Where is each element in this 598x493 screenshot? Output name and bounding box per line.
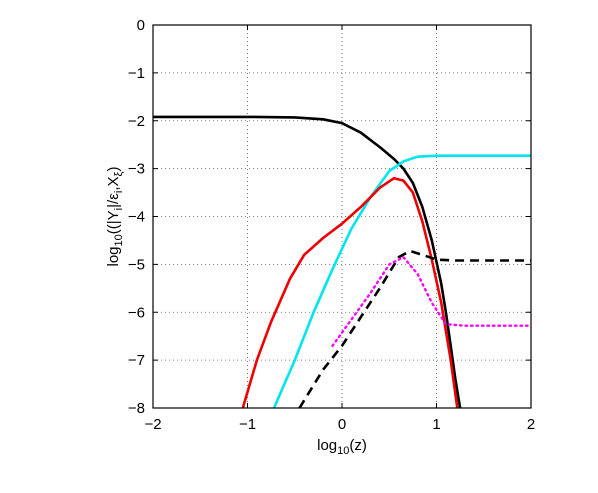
y-tick-labels: 0 −1 −2 −3 −4 −5 −6 −7 −8 bbox=[128, 17, 145, 417]
x-tick-label: −2 bbox=[144, 416, 161, 433]
x-tick-label: 0 bbox=[338, 416, 346, 433]
y-tick-label: −3 bbox=[128, 161, 145, 178]
x-tick-labels: −2 −1 0 1 2 bbox=[144, 416, 535, 433]
y-tick-label: −7 bbox=[128, 352, 145, 369]
y-tick-label: −1 bbox=[128, 65, 145, 82]
series-line-5 bbox=[331, 256, 531, 347]
series-line-3 bbox=[241, 176, 459, 408]
series-line-2 bbox=[272, 154, 531, 408]
y-tick-label: −5 bbox=[128, 256, 145, 273]
series-line-4 bbox=[298, 249, 531, 408]
ticks bbox=[152, 24, 532, 409]
x-tick-label: 2 bbox=[527, 416, 535, 433]
series-layer bbox=[153, 115, 531, 408]
x-tick-label: 1 bbox=[432, 416, 440, 433]
y-tick-label: −6 bbox=[128, 304, 145, 321]
y-axis-label: log10((|Yi|/εi,Xξ) bbox=[105, 167, 125, 267]
y-tick-label: −8 bbox=[128, 400, 145, 417]
x-axis-label: log10(z) bbox=[317, 437, 367, 457]
y-tick-label: 0 bbox=[137, 17, 145, 34]
y-tick-label: −4 bbox=[128, 209, 145, 226]
y-tick-label: −2 bbox=[128, 113, 145, 130]
x-tick-label: −1 bbox=[239, 416, 256, 433]
grid bbox=[153, 25, 531, 408]
series-line-1 bbox=[153, 115, 462, 408]
